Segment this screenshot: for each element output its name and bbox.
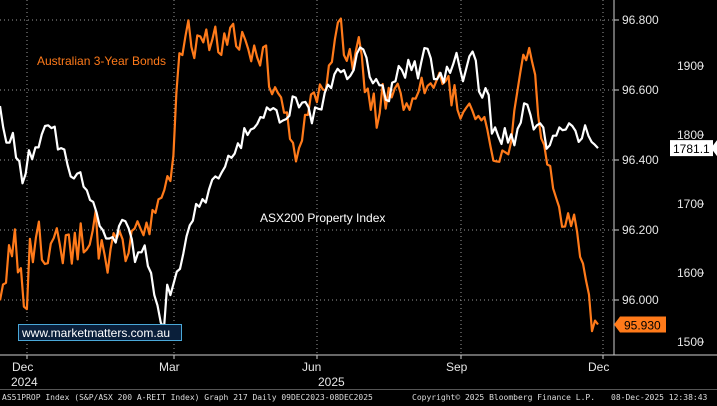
x-tick-label-0: Dec [12, 360, 33, 374]
bond-last-value-badge [614, 316, 666, 333]
x-tick-label-3: Sep [446, 360, 468, 374]
property-last-value-badge [670, 140, 713, 157]
year-label-1: 2025 [318, 375, 345, 389]
x-tick-label-4: Dec [588, 360, 609, 374]
property-tick-label-0: 1900 [677, 59, 704, 73]
property-last-value-pointer [711, 140, 717, 157]
axis-frame [0, 0, 717, 356]
property-tick-label-3: 1600 [677, 266, 704, 280]
bond-tick-label-2: 96.400 [622, 153, 659, 167]
series-layer: 95.930 1781.1 [0, 17, 717, 333]
property-tick-label-4: 1500 [677, 335, 704, 349]
footer-index-info: AS51PROP Index (S&P/ASX 200 A-REIT Index… [2, 393, 373, 402]
bond-tick-label-4: 96.000 [622, 293, 659, 307]
bond-tick-label-1: 96.600 [622, 83, 659, 97]
website-watermark: www.marketmatters.com.au [18, 324, 182, 341]
bonds-line [0, 17, 599, 333]
property-tick-label-2: 1700 [677, 197, 704, 211]
property-series-label: ASX200 Property Index [260, 211, 385, 225]
x-tick-label-2: Jun [302, 360, 321, 374]
footer-bar: AS51PROP Index (S&P/ASX 200 A-REIT Index… [0, 389, 717, 406]
bond-last-value-label: 95.930 [624, 319, 661, 333]
x-tick-label-1: Mar [159, 360, 180, 374]
bond-tick-label-3: 96.200 [622, 223, 659, 237]
footer-timestamp: 08-Dec-2025 12:38:43 [611, 393, 708, 402]
bond-tick-label-0: 96.800 [622, 13, 659, 27]
footer-copyright: Copyright© 2025 Bloomberg Finance L.P. [412, 393, 596, 402]
property-last-value-label: 1781.1 [673, 142, 710, 156]
year-label-0: 2024 [11, 375, 38, 389]
property-tick-label-1: 1800 [677, 128, 704, 142]
bonds-series-label: Australian 3-Year Bonds [37, 54, 166, 68]
property-line [0, 46, 599, 330]
tick-labels: 96.800 96.600 96.400 96.200 96.000 1900 1800 17… [11, 13, 704, 389]
